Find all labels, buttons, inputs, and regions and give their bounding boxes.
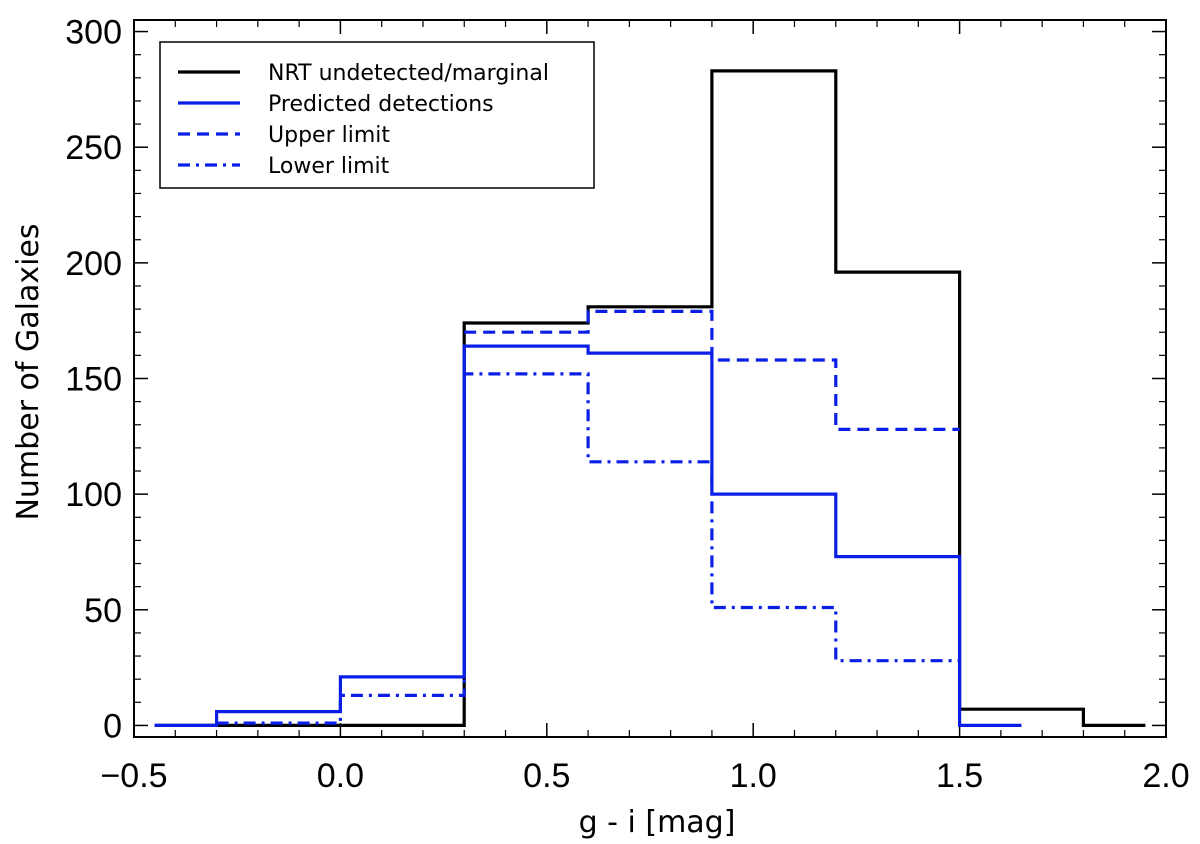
series-upper-limit bbox=[464, 309, 960, 431]
x-tick-label: 2.0 bbox=[1142, 757, 1189, 795]
y-tick-label: 50 bbox=[84, 592, 122, 630]
y-tick-label: 150 bbox=[65, 361, 122, 399]
x-tick-label: −0.5 bbox=[100, 757, 167, 795]
legend-label: Lower limit bbox=[268, 154, 390, 179]
series-lower-limit bbox=[216, 372, 960, 725]
plot-frame bbox=[133, 19, 1167, 738]
legend-label: NRT undetected/marginal bbox=[268, 61, 549, 86]
y-tick-label: 250 bbox=[65, 129, 122, 167]
y-tick-label: 200 bbox=[65, 245, 122, 283]
x-axis-title: g - i [mag] bbox=[579, 805, 736, 840]
y-axis-title: Number of Galaxies bbox=[11, 223, 46, 520]
y-tick-label: 100 bbox=[65, 476, 122, 514]
y-tick-label: 300 bbox=[65, 14, 122, 52]
x-tick-label: 1.5 bbox=[936, 757, 983, 795]
series-predicted-detections bbox=[154, 344, 1022, 727]
legend-label: Upper limit bbox=[268, 123, 390, 148]
x-tick-label: 1.0 bbox=[730, 757, 777, 795]
y-tick-label: 0 bbox=[103, 707, 122, 745]
legend-label: Predicted detections bbox=[268, 92, 494, 117]
x-tick-label: 0.5 bbox=[523, 757, 570, 795]
legend: NRT undetected/marginal Predicted detecti… bbox=[159, 41, 595, 189]
series-nrt-undetected-marginal bbox=[154, 69, 1146, 727]
tick-labels: −0.5 0.0 0.5 1.0 1.5 2.0 0 50 100 150 200 250 300 bbox=[65, 14, 1189, 795]
x-tick-label: 0.0 bbox=[317, 757, 364, 795]
series-layer bbox=[154, 69, 1146, 727]
